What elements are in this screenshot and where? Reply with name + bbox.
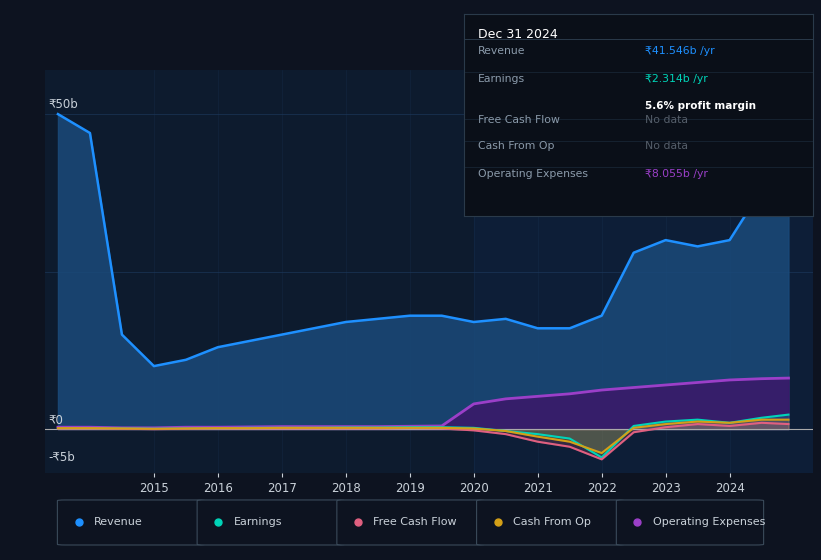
FancyBboxPatch shape — [617, 500, 764, 545]
Text: Revenue: Revenue — [94, 517, 142, 528]
Text: ₹41.546b /yr: ₹41.546b /yr — [645, 46, 715, 56]
Text: No data: No data — [645, 141, 688, 151]
FancyBboxPatch shape — [197, 500, 345, 545]
Text: 5.6% profit margin: 5.6% profit margin — [645, 101, 756, 111]
Text: ₹0: ₹0 — [48, 414, 63, 427]
Bar — [474, 70, 813, 473]
Text: ₹2.314b /yr: ₹2.314b /yr — [645, 74, 708, 85]
Text: Operating Expenses: Operating Expenses — [478, 169, 588, 179]
Text: Free Cash Flow: Free Cash Flow — [478, 115, 560, 125]
FancyBboxPatch shape — [337, 500, 484, 545]
Text: No data: No data — [645, 115, 688, 125]
Text: Operating Expenses: Operating Expenses — [653, 517, 765, 528]
Text: Free Cash Flow: Free Cash Flow — [373, 517, 456, 528]
Text: Earnings: Earnings — [478, 74, 525, 85]
Text: Dec 31 2024: Dec 31 2024 — [478, 28, 557, 41]
Text: Cash From Op: Cash From Op — [478, 141, 554, 151]
Text: Revenue: Revenue — [478, 46, 525, 56]
FancyBboxPatch shape — [476, 500, 624, 545]
Text: Earnings: Earnings — [233, 517, 282, 528]
FancyBboxPatch shape — [57, 500, 204, 545]
Text: ₹50b: ₹50b — [48, 98, 78, 111]
Text: ₹8.055b /yr: ₹8.055b /yr — [645, 169, 709, 179]
Text: Cash From Op: Cash From Op — [513, 517, 591, 528]
Text: -₹5b: -₹5b — [48, 451, 75, 464]
